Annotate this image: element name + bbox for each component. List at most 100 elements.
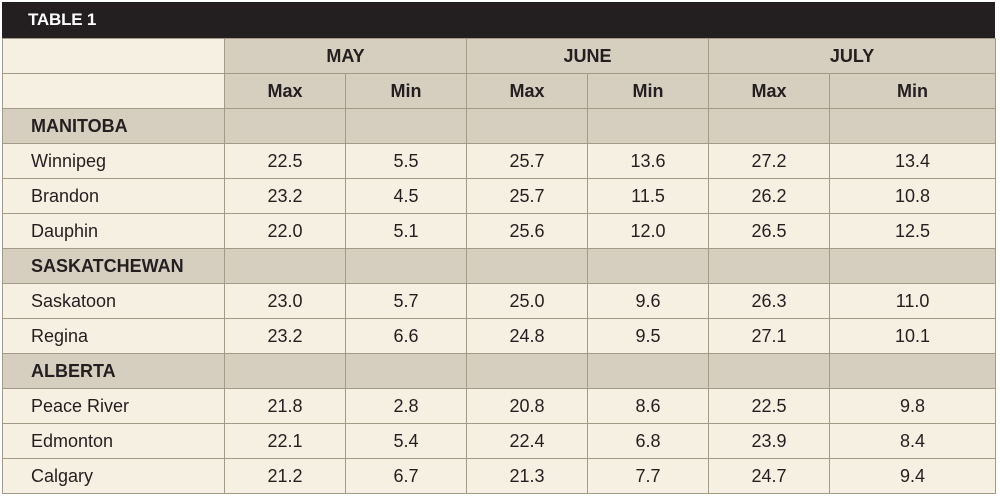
section-empty-cell (708, 248, 831, 284)
temperature-value: 25.7 (466, 143, 589, 179)
city-name: Peace River (2, 388, 225, 424)
section-empty-cell (829, 353, 997, 389)
temperature-value: 7.7 (587, 458, 710, 494)
section-empty-cell (466, 108, 589, 144)
city-name: Saskatoon (2, 283, 225, 319)
subheader-corner-cell (2, 73, 225, 109)
province-name: ALBERTA (2, 353, 225, 389)
section-empty-cell (829, 108, 997, 144)
table-row: Brandon 23.2 4.5 25.7 11.5 26.2 10.8 (2, 178, 997, 214)
section-empty-cell (466, 248, 589, 284)
table-row: Winnipeg 22.5 5.5 25.7 13.6 27.2 13.4 (2, 143, 997, 179)
temperature-value: 4.5 (344, 178, 468, 214)
temperature-value: 23.2 (224, 178, 346, 214)
section-empty-cell (344, 108, 468, 144)
temperature-value: 8.6 (587, 388, 710, 424)
temperature-value: 9.5 (587, 318, 710, 354)
temperature-table: MAY JUNE JULY Max Min Max Min Max Min MA… (2, 38, 997, 494)
temperature-value: 26.5 (708, 213, 831, 249)
table-row: Peace River 21.8 2.8 20.8 8.6 22.5 9.8 (2, 388, 997, 424)
province-name: MANITOBA (2, 108, 225, 144)
temperature-value: 21.2 (224, 458, 346, 494)
subheader-min: Min (829, 73, 997, 109)
temperature-value: 27.1 (708, 318, 831, 354)
temperature-value: 22.5 (708, 388, 831, 424)
province-section-row: MANITOBA (2, 108, 997, 144)
temperature-value: 22.0 (224, 213, 346, 249)
temperature-value: 11.5 (587, 178, 710, 214)
temperature-value: 12.5 (829, 213, 997, 249)
subheader-max: Max (224, 73, 346, 109)
temperature-value: 5.1 (344, 213, 468, 249)
month-header-june: JUNE (466, 38, 710, 74)
temperature-value: 5.7 (344, 283, 468, 319)
temperature-value: 12.0 (587, 213, 710, 249)
province-section-row: SASKATCHEWAN (2, 248, 997, 284)
month-header-row: MAY JUNE JULY (2, 38, 997, 74)
temperature-value: 22.4 (466, 423, 589, 459)
temperature-value: 13.6 (587, 143, 710, 179)
month-header-may: MAY (223, 38, 468, 74)
temperature-value: 20.8 (466, 388, 589, 424)
temperature-value: 9.8 (829, 388, 997, 424)
temperature-value: 9.6 (587, 283, 710, 319)
subheader-row: Max Min Max Min Max Min (2, 73, 997, 109)
table-title: TABLE 1 (2, 2, 995, 38)
temperature-value: 2.8 (344, 388, 468, 424)
table-row: Calgary 21.2 6.7 21.3 7.7 24.7 9.4 (2, 458, 997, 494)
temperature-value: 24.8 (466, 318, 589, 354)
temperature-value: 25.7 (466, 178, 589, 214)
temperature-value: 26.3 (708, 283, 831, 319)
section-empty-cell (829, 248, 997, 284)
temperature-value: 23.2 (224, 318, 346, 354)
section-empty-cell (344, 248, 468, 284)
city-name: Edmonton (2, 423, 225, 459)
temperature-value: 5.4 (344, 423, 468, 459)
temperature-value: 6.6 (344, 318, 468, 354)
province-section-row: ALBERTA (2, 353, 997, 389)
subheader-min: Min (344, 73, 468, 109)
temperature-value: 26.2 (708, 178, 831, 214)
temperature-value: 21.3 (466, 458, 589, 494)
temperature-value: 22.5 (224, 143, 346, 179)
temperature-value: 11.0 (829, 283, 997, 319)
city-name: Dauphin (2, 213, 225, 249)
temperature-value: 10.8 (829, 178, 997, 214)
section-empty-cell (708, 108, 831, 144)
header-corner-cell (2, 38, 225, 74)
temperature-value: 25.6 (466, 213, 589, 249)
city-name: Winnipeg (2, 143, 225, 179)
table-row: Regina 23.2 6.6 24.8 9.5 27.1 10.1 (2, 318, 997, 354)
temperature-value: 24.7 (708, 458, 831, 494)
subheader-max: Max (708, 73, 831, 109)
city-name: Brandon (2, 178, 225, 214)
city-name: Regina (2, 318, 225, 354)
temperature-value: 6.7 (344, 458, 468, 494)
temperature-value: 22.1 (224, 423, 346, 459)
table-row: Dauphin 22.0 5.1 25.6 12.0 26.5 12.5 (2, 213, 997, 249)
subheader-min: Min (587, 73, 710, 109)
section-empty-cell (587, 353, 710, 389)
section-empty-cell (587, 248, 710, 284)
section-empty-cell (466, 353, 589, 389)
province-name: SASKATCHEWAN (2, 248, 225, 284)
table-row: Edmonton 22.1 5.4 22.4 6.8 23.9 8.4 (2, 423, 997, 459)
temperature-value: 8.4 (829, 423, 997, 459)
temperature-value: 25.0 (466, 283, 589, 319)
temperature-value: 27.2 (708, 143, 831, 179)
temperature-value: 23.0 (224, 283, 346, 319)
subheader-max: Max (466, 73, 589, 109)
temperature-value: 5.5 (344, 143, 468, 179)
section-empty-cell (224, 248, 346, 284)
section-empty-cell (344, 353, 468, 389)
temperature-value: 21.8 (224, 388, 346, 424)
section-empty-cell (224, 108, 346, 144)
section-empty-cell (224, 353, 346, 389)
temperature-value: 23.9 (708, 423, 831, 459)
temperature-value: 13.4 (829, 143, 997, 179)
temperature-value: 9.4 (829, 458, 997, 494)
table-row: Saskatoon 23.0 5.7 25.0 9.6 26.3 11.0 (2, 283, 997, 319)
month-header-july: JULY (708, 38, 997, 74)
section-empty-cell (708, 353, 831, 389)
